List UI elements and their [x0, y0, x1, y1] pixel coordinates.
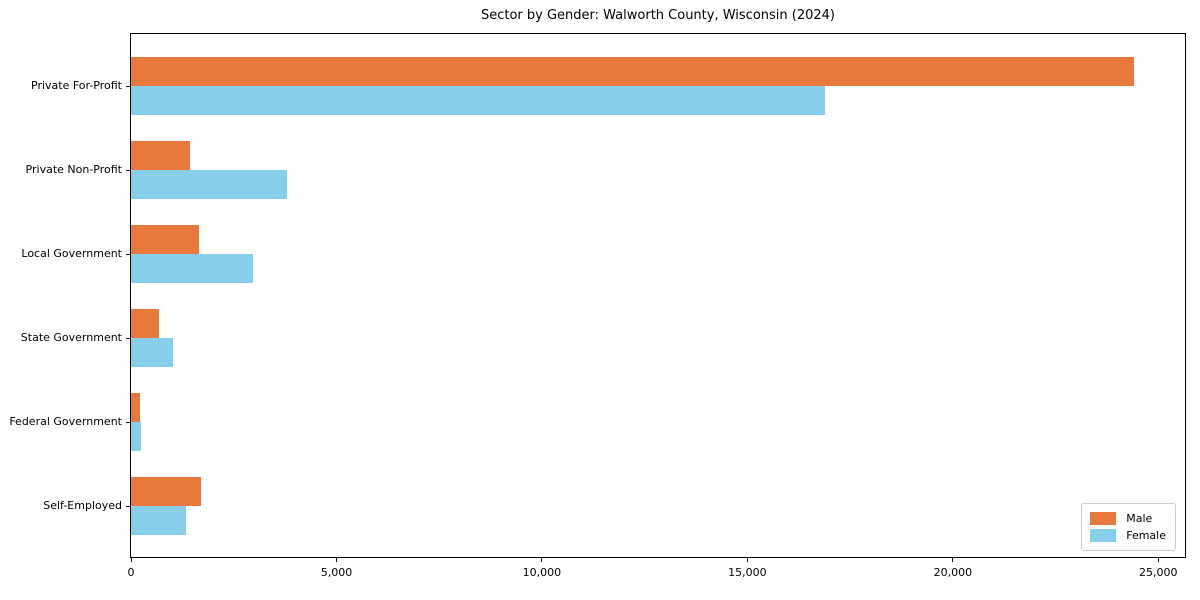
plot-area: Male Female: [130, 33, 1186, 558]
x-tick-label-20-000: 20,000: [933, 566, 973, 579]
legend-swatch-male: [1090, 512, 1117, 525]
bar-female-local-government: [131, 253, 253, 283]
y-tick-label-federal-government: Federal Government: [9, 414, 122, 428]
x-tick-mark: [1157, 558, 1159, 562]
y-tick-mark: [126, 169, 131, 171]
bar-male-federal-government: [131, 392, 141, 422]
bar-male-state-government: [131, 308, 159, 338]
legend-label-male: Male: [1126, 512, 1153, 525]
x-tick-mark: [952, 558, 954, 562]
y-tick-label-local-government: Local Government: [21, 246, 122, 260]
bar-female-self-employed: [131, 505, 187, 535]
x-tick-label-25-000: 25,000: [1139, 566, 1178, 579]
x-axis: 0 5,000 10,000 15,000 20,000 25,000: [128, 558, 1185, 590]
bars-layer: [131, 34, 1185, 557]
x-tick-label-15-000: 15,000: [728, 566, 767, 579]
legend-label-female: Female: [1126, 529, 1166, 542]
x-tick-label-5-000: 5,000: [320, 566, 353, 579]
y-tick-mark: [126, 505, 131, 507]
legend-item-female: Female: [1090, 527, 1166, 544]
x-tick-mark: [541, 558, 543, 562]
x-tick-label-10-000: 10,000: [522, 566, 562, 579]
bar-female-private-for-profit: [131, 85, 826, 115]
y-tick-mark: [126, 421, 131, 423]
legend-item-male: Male: [1090, 510, 1166, 527]
legend-swatch-female: [1090, 529, 1117, 542]
bar-male-private-non-profit: [131, 140, 190, 170]
x-tick-mark: [130, 558, 132, 562]
y-tick-mark: [126, 85, 131, 87]
y-tick-label-state-government: State Government: [20, 330, 122, 344]
y-tick-mark: [126, 253, 131, 255]
legend: Male Female: [1081, 503, 1176, 551]
chart-title: Sector by Gender: Walworth County, Wisco…: [480, 8, 836, 23]
bar-female-state-government: [131, 337, 173, 367]
bar-female-federal-government: [131, 421, 142, 451]
y-tick-label-private-non-profit: Private Non-Profit: [25, 162, 122, 176]
x-tick-mark: [746, 558, 748, 562]
bar-female-private-non-profit: [131, 169, 287, 199]
bar-male-self-employed: [131, 476, 201, 506]
bar-male-private-for-profit: [131, 56, 1134, 86]
bar-male-local-government: [131, 224, 199, 254]
x-tick-label-0: 0: [127, 566, 135, 579]
x-tick-mark: [335, 558, 337, 562]
y-axis-labels: Private For-Profit Private Non-Profit Loca…: [0, 33, 122, 558]
y-tick-label-self-employed: Self-Employed: [43, 498, 122, 512]
y-tick-mark: [126, 337, 131, 339]
y-tick-label-private-for-profit: Private For-Profit: [31, 78, 122, 92]
